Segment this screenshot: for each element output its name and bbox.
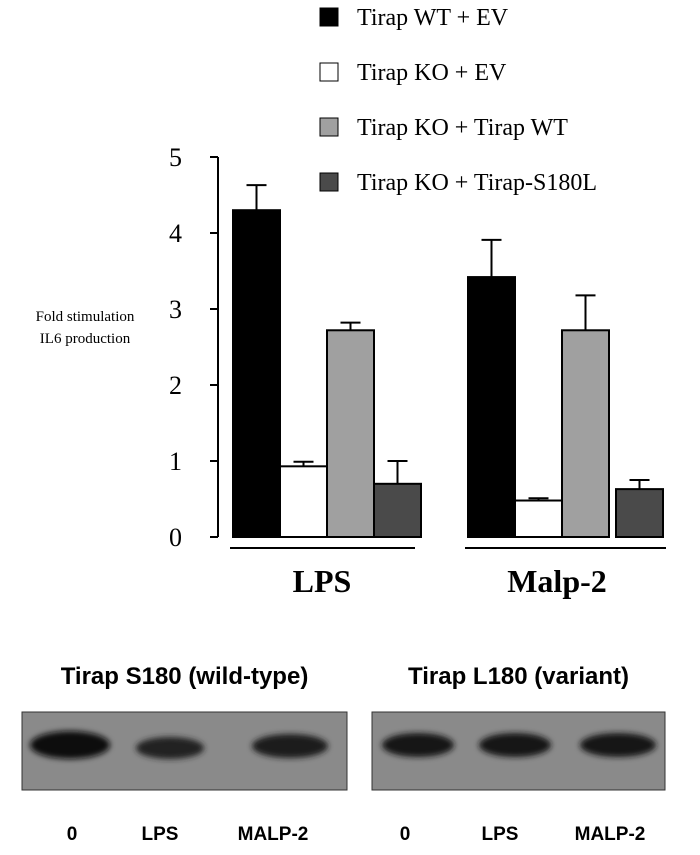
- y-tick-label: 1: [169, 447, 182, 476]
- y-axis-label: Fold stimulation: [36, 309, 135, 325]
- bar: [232, 209, 281, 538]
- bar: [514, 499, 563, 538]
- x-tick-label: LPS: [293, 563, 352, 599]
- bar: [279, 465, 328, 539]
- legend-label: Tirap KO + EV: [357, 60, 507, 86]
- legend-swatch: [319, 62, 339, 82]
- error-bar: [575, 294, 596, 331]
- error-bar: [340, 321, 361, 331]
- lane-label: MALP-2: [238, 824, 309, 845]
- legend-swatch: [319, 7, 339, 27]
- blot-band: [479, 733, 551, 757]
- blot-title: Tirap S180 (wild-type): [61, 663, 309, 690]
- bar: [561, 329, 610, 538]
- legend-swatch: [319, 172, 339, 192]
- blot-title: Tirap L180 (variant): [408, 663, 629, 690]
- lane-label: 0: [400, 824, 411, 845]
- y-tick-label: 5: [169, 143, 182, 172]
- y-axis-label: IL6 production: [40, 331, 131, 347]
- legend-label: Tirap WT + EV: [357, 5, 509, 31]
- y-tick-label: 0: [169, 523, 182, 552]
- x-tick-label: Malp-2: [507, 563, 607, 599]
- lane-label: 0: [67, 824, 78, 845]
- lane-label: LPS: [142, 824, 179, 845]
- blot-band: [30, 731, 110, 759]
- bar: [326, 329, 375, 538]
- legend-label: Tirap KO + Tirap WT: [357, 115, 568, 141]
- blot-band: [382, 733, 454, 757]
- blot-band: [136, 737, 204, 759]
- legend-swatch: [319, 117, 339, 137]
- legend-label: Tirap KO + Tirap-S180L: [357, 170, 597, 196]
- y-tick-label: 4: [169, 219, 182, 248]
- error-bar: [246, 184, 267, 211]
- error-bar: [481, 238, 502, 278]
- lane-label: MALP-2: [575, 824, 646, 845]
- y-tick-label: 2: [169, 371, 182, 400]
- blot-band: [580, 733, 656, 757]
- bar: [373, 482, 422, 538]
- bar: [467, 276, 516, 538]
- lane-label: LPS: [482, 824, 519, 845]
- bar: [615, 488, 664, 538]
- error-bar: [629, 479, 650, 490]
- error-bar: [387, 460, 408, 484]
- blot-band: [252, 734, 328, 758]
- y-tick-label: 3: [169, 295, 182, 324]
